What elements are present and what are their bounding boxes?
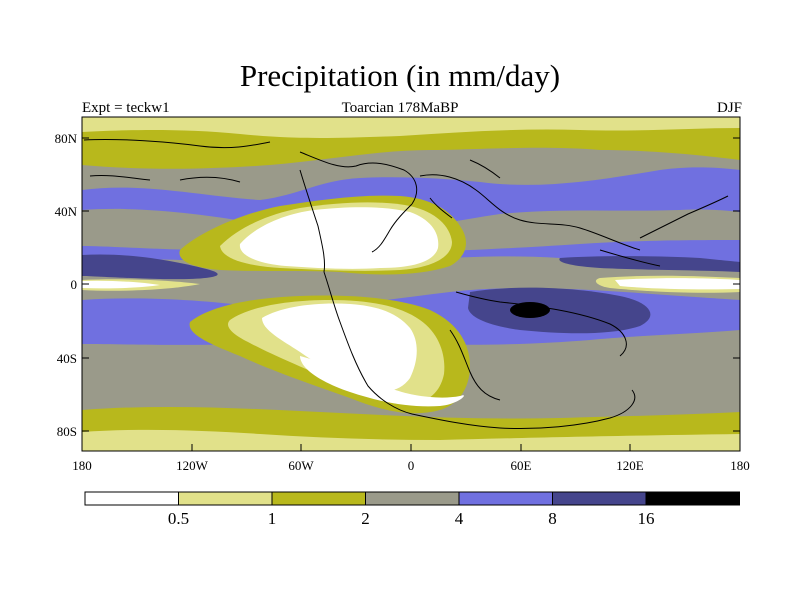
coastline-tethys-south: [455, 291, 627, 357]
field-equator-white-east: [615, 278, 740, 290]
colorbar-box-3: [365, 491, 460, 506]
coastline-laurasia-east: [371, 203, 413, 253]
colorbar-label-2: 2: [361, 509, 370, 528]
lon-ticks: [81, 444, 741, 451]
coastline-tethys-north: [419, 174, 641, 251]
coastlines: [83, 138, 729, 430]
field-gondwana-white: [262, 303, 417, 392]
colorbar-box-1: [178, 491, 273, 506]
coastline-east-asia: [599, 249, 661, 267]
colorbar-label-5: 16: [638, 509, 655, 528]
coastline-gondwana-west: [323, 271, 413, 415]
field-south-pale: [82, 429, 740, 451]
lat-label-80s: 80S: [57, 424, 77, 439]
coastline-gondwana-east: [449, 329, 501, 401]
colorbar-labels: 0.5 1 2 4 8 16: [168, 509, 655, 528]
lat-label-40s: 40S: [57, 351, 77, 366]
experiment-label: Expt = teckw1: [82, 100, 170, 116]
lat-label-80n: 80N: [55, 131, 78, 146]
map-title: Precipitation (in mm/day): [239, 58, 561, 93]
season-label: DJF: [716, 100, 742, 116]
colorbar-label-4: 8: [548, 509, 557, 528]
coastline-islands-1: [89, 175, 151, 181]
coastline-islands-3: [429, 197, 453, 219]
coastline-northeast: [639, 195, 729, 239]
lon-label-180e: 180: [730, 458, 750, 473]
colorbar-label-3: 4: [455, 509, 464, 528]
colorbar-box-5: [552, 491, 647, 506]
colorbar-box-0: [84, 491, 179, 506]
period-label: Toarcian 178MaBP: [341, 100, 459, 116]
field-laurasia-white: [239, 207, 439, 269]
colorbar-box-2: [271, 491, 366, 506]
field-equator-white-west: [82, 280, 160, 289]
lon-label-120w: 120W: [176, 458, 209, 473]
lon-label-180w: 180: [72, 458, 92, 473]
colorbar-label-0: 0.5: [168, 509, 189, 528]
coastline-antarctica: [411, 389, 636, 430]
colorbar-box-4: [458, 491, 553, 506]
coastline-arctic-west: [83, 138, 271, 149]
precipitation-field: [82, 117, 740, 451]
lon-label-120e: 120E: [616, 458, 644, 473]
lon-label-60e: 60E: [511, 458, 532, 473]
coastline-laurasia-west: [299, 169, 325, 273]
lat-label-0: 0: [71, 277, 78, 292]
field-north-pale: [82, 117, 740, 138]
field-gondwana-white-south: [300, 356, 464, 407]
lon-label-0: 0: [408, 458, 415, 473]
colorbar-box-6: [645, 491, 740, 506]
colorbar-label-1: 1: [268, 509, 277, 528]
coastline-laurasia-north: [299, 151, 418, 205]
field-max-black: [510, 302, 550, 318]
coastline-islands-4: [469, 159, 501, 179]
lat-ticks: [82, 137, 740, 432]
coastline-islands-2: [179, 176, 241, 183]
lat-label-40n: 40N: [55, 204, 78, 219]
lon-label-60w: 60W: [288, 458, 314, 473]
colorbar: [84, 491, 740, 506]
field-equator-dark-west: [82, 254, 218, 280]
